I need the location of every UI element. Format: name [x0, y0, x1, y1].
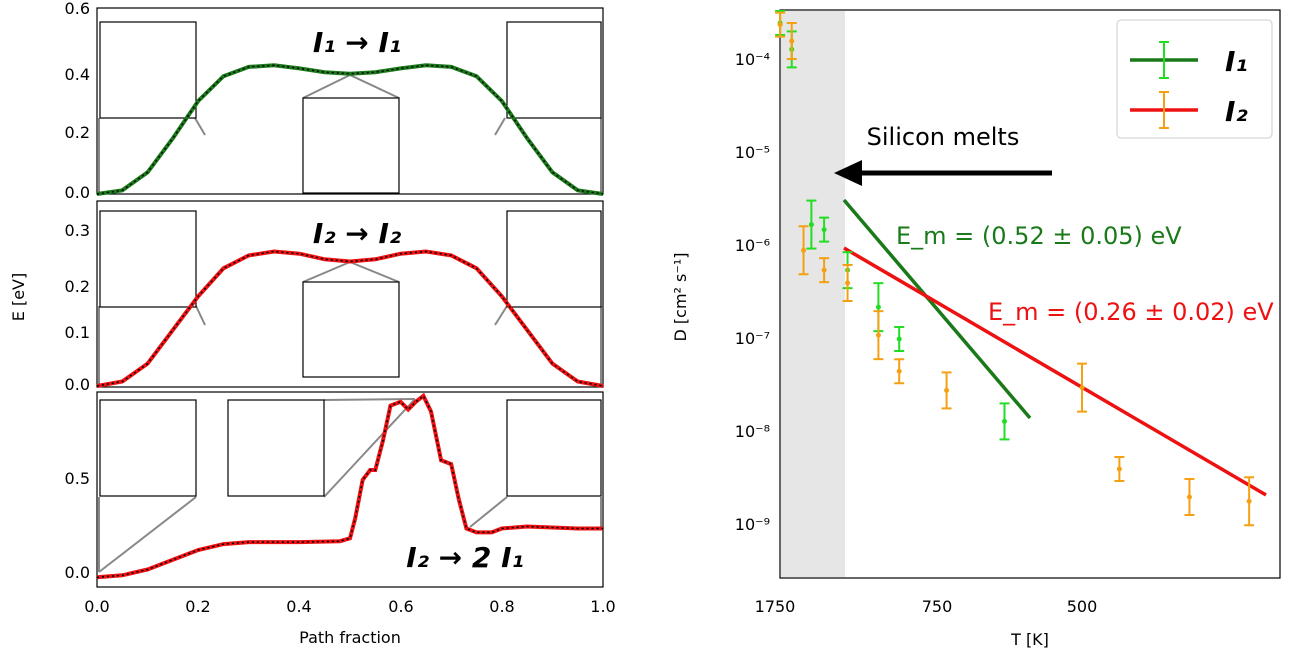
inset-structure-6 [302, 281, 400, 378]
xlabel-right: T [K] [1010, 630, 1049, 649]
melt-shading [781, 11, 845, 577]
ytick-middle-0.0: 0.0 [65, 375, 90, 394]
point-i2-5 [873, 310, 884, 361]
inset-structure-2 [506, 21, 602, 119]
annotation-i1: E_m = (0.52 ± 0.05) eV [896, 222, 1182, 250]
point-i2-4 [842, 264, 853, 303]
legend-entry-i2: I₂ [1130, 91, 1248, 129]
inset-structure-1 [99, 21, 197, 119]
xtick-0.4: 0.4 [286, 597, 311, 616]
legend-entry-i1: I₁ [1130, 41, 1248, 79]
melt-arrow [834, 160, 1052, 186]
xtick-0.0: 0.0 [84, 597, 109, 616]
title-bottom: I₂ → 2 I₁ [406, 541, 524, 574]
point-i1-6 [894, 326, 905, 352]
panel-bottom-frame [96, 391, 604, 588]
inset-structure-7 [99, 399, 197, 497]
point-i2-8 [1077, 362, 1087, 413]
xtick-750: 750 [922, 597, 953, 616]
panel-middle-insets [98, 210, 602, 386]
ytick-top-0.0: 0.0 [65, 183, 90, 202]
title-middle: I₂ → I₂ [313, 217, 402, 250]
ytick-middle-0.1: 0.1 [65, 323, 90, 342]
xticks-bottom: 0.0 0.2 0.4 0.6 0.8 1.0 [84, 597, 615, 616]
ytick-bottom-0.0: 0.0 [65, 563, 90, 582]
ytick-1e-8: 10⁻⁸ [735, 422, 770, 441]
xtick-0.6: 0.6 [388, 597, 413, 616]
legend: I₁ I₂ [1116, 19, 1273, 139]
title-top: I₁ → I₁ [313, 26, 401, 59]
point-i2-3 [819, 257, 830, 284]
annotation-i2: E_m = (0.26 ± 0.02) eV [988, 298, 1274, 326]
panel-top-insets [98, 21, 602, 194]
curve-top [96, 63, 604, 196]
panel-right: 10⁻⁹ 10⁻⁸ 10⁻⁷ 10⁻⁶ 10⁻⁵ 10⁻⁴ 1750 750 5… [671, 9, 1281, 649]
ytick-top-0.4: 0.4 [65, 65, 90, 84]
point-i2-10 [1184, 478, 1195, 517]
inset-structure-8 [227, 399, 325, 497]
point-i2-6 [894, 358, 905, 385]
data-points-right [775, 9, 1255, 527]
ytick-middle-0.2: 0.2 [65, 277, 90, 296]
legend-label-i1: I₁ [1225, 45, 1248, 78]
ytick-1e-7: 10⁻⁷ [735, 329, 770, 348]
ytick-1e-6: 10⁻⁶ [735, 236, 770, 255]
ytick-top-0.2: 0.2 [65, 123, 90, 142]
point-i1-7 [999, 402, 1010, 441]
xtick-1.0: 1.0 [590, 597, 615, 616]
ytick-1e-4: 10⁻⁴ [735, 50, 770, 69]
point-i2-7 [941, 371, 952, 410]
inset-structure-5 [506, 210, 602, 308]
inset-structure-4 [99, 210, 197, 308]
ylabel-left: E [eV] [9, 273, 28, 321]
xticks-right: 1750 750 500 [755, 597, 1098, 616]
xtick-1750: 1750 [755, 597, 796, 616]
point-i1-3 [819, 216, 830, 243]
melt-label: Silicon melts [867, 123, 1020, 151]
point-i1-2 [806, 199, 817, 250]
point-i2-9 [1114, 456, 1125, 483]
curve-bottom-dash [96, 394, 603, 579]
panel-top: 0.6 0.4 0.2 0.0 I₁ → I₁ [65, 0, 604, 202]
xlabel-left: Path fraction [299, 628, 401, 647]
ytick-1e-5: 10⁻⁵ [735, 143, 770, 162]
panel-middle-frame [96, 200, 604, 388]
panel-middle: 0.3 0.2 0.1 0.0 I₂ → I₂ E [eV] [9, 200, 604, 394]
ytick-top-0.6: 0.6 [65, 0, 90, 18]
point-i2-2 [798, 225, 809, 276]
fit-line-i1 [842, 198, 1032, 420]
point-i2-1 [786, 22, 797, 61]
legend-label-i2: I₂ [1225, 95, 1248, 128]
xtick-500: 500 [1067, 597, 1098, 616]
ytick-bottom-0.5: 0.5 [65, 469, 90, 488]
curve-middle-dash [96, 250, 604, 387]
yticks-right: 10⁻⁹ 10⁻⁸ 10⁻⁷ 10⁻⁶ 10⁻⁵ 10⁻⁴ [735, 50, 770, 534]
legend-box [1116, 19, 1273, 139]
ytick-middle-0.3: 0.3 [65, 221, 90, 240]
ylabel-right: D [cm² s⁻¹] [671, 253, 690, 342]
ytick-1e-9: 10⁻⁹ [735, 515, 770, 534]
point-i2-11 [1244, 476, 1255, 527]
inset-structure-9 [506, 399, 602, 497]
point-i2-0 [775, 11, 786, 38]
panel-right-frame [779, 9, 1281, 579]
fit-lines [842, 198, 1267, 497]
inset-structure-3 [302, 97, 400, 194]
xtick-0.2: 0.2 [185, 597, 210, 616]
panel-bottom-insets [98, 398, 602, 573]
xtick-0.8: 0.8 [489, 597, 514, 616]
panel-top-frame [96, 7, 604, 195]
panel-bottom: 0.5 0.0 I₂ → 2 I₁ 0.0 0.2 0.4 0.6 0.8 1.… [65, 391, 616, 647]
fit-line-i2 [843, 246, 1267, 497]
